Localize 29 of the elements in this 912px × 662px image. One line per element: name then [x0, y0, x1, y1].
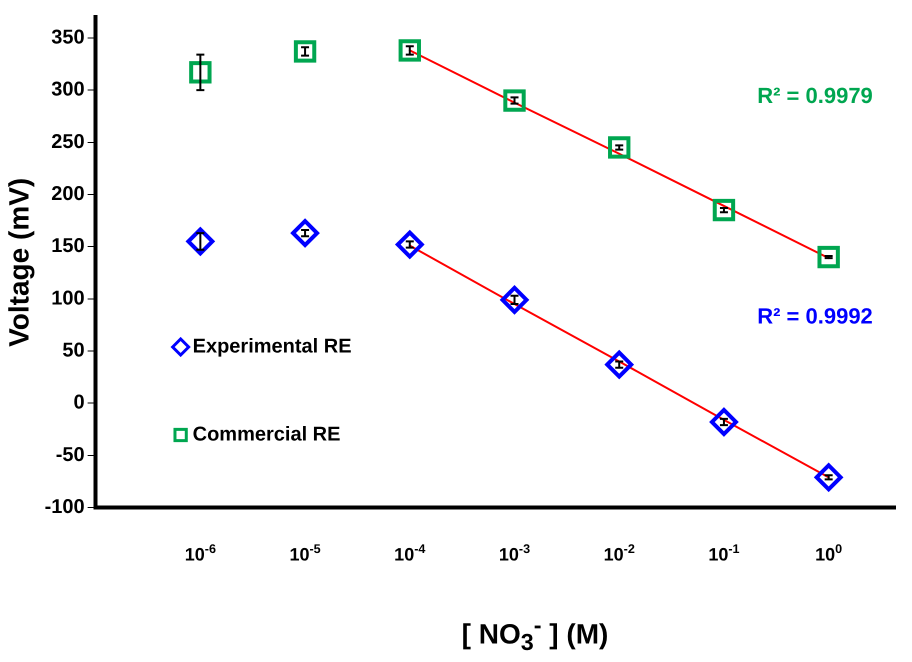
- point: [503, 89, 526, 112]
- y-tick-label: -50: [56, 444, 85, 466]
- point: [291, 219, 320, 248]
- point: [398, 39, 421, 62]
- y-axis-title: Voltage (mV): [4, 178, 35, 347]
- y-tick-label: 50: [62, 340, 85, 362]
- point: [608, 136, 630, 159]
- y-tick-label: 150: [51, 235, 85, 258]
- legend-label: Commercial RE: [192, 424, 340, 446]
- y-tick-label: 0: [74, 392, 85, 414]
- point: [500, 286, 529, 314]
- point: [814, 463, 843, 492]
- point: [189, 61, 212, 84]
- annotation: R² = 0.9979: [757, 83, 873, 108]
- y-tick-label: -100: [44, 496, 85, 518]
- y-tick-label: 350: [51, 26, 85, 48]
- point: [710, 408, 738, 436]
- x-axis-title: [ NO$_{3}$$^{-}$ ] (M): [460, 612, 610, 656]
- point: [817, 246, 840, 268]
- point: [396, 230, 424, 259]
- y-tick-label: 300: [51, 78, 85, 101]
- y-tick-label: 100: [51, 287, 85, 310]
- legend-label: Experimental RE: [192, 336, 352, 358]
- y-tick-label: 250: [51, 130, 85, 153]
- y-tick-label: 200: [51, 182, 85, 205]
- point: [605, 350, 634, 379]
- annotation: R² = 0.9992: [757, 303, 873, 328]
- point: [712, 198, 736, 222]
- point: [294, 40, 316, 63]
